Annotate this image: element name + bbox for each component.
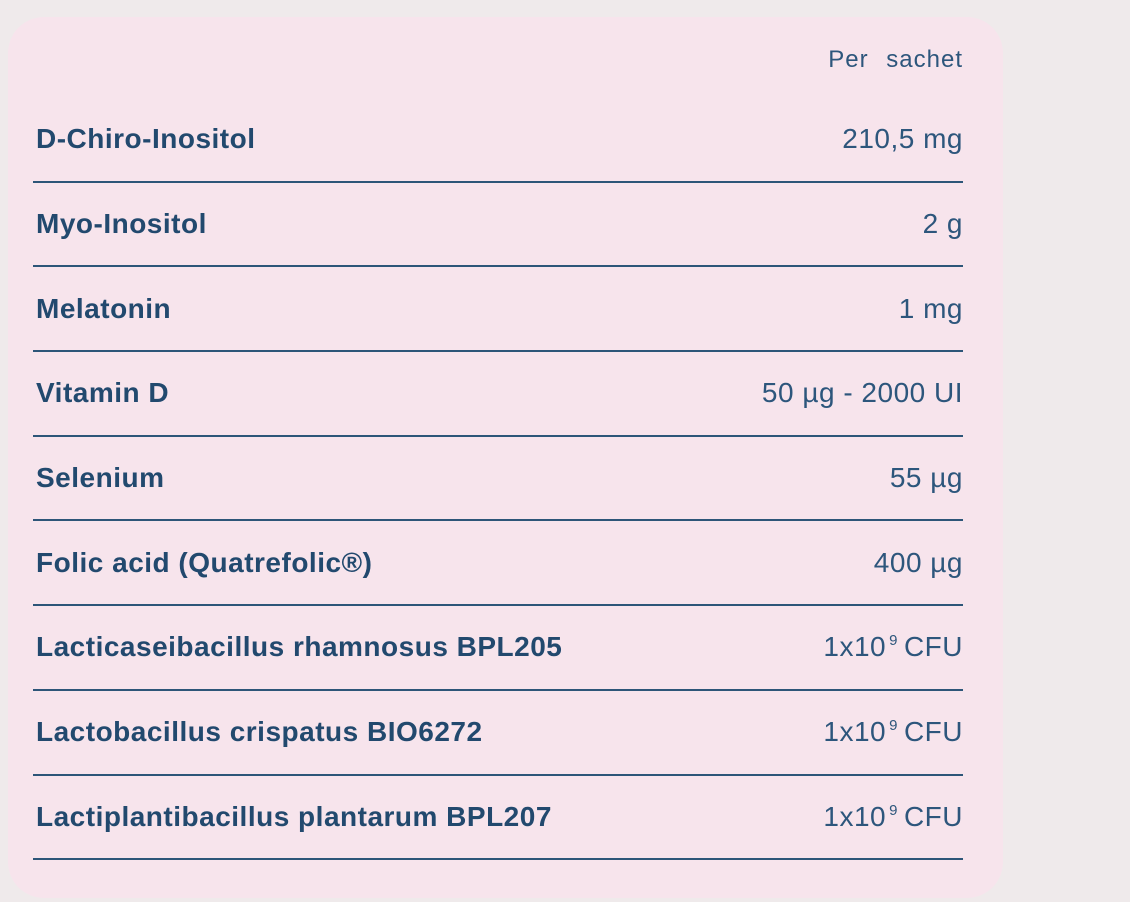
ingredient-name: Lactiplantibacillus plantarum BPL207	[36, 800, 552, 832]
ingredient-amount: 210,5 mg	[842, 123, 963, 155]
ingredient-amount: 2 g	[922, 208, 963, 240]
ingredient-name: Myo-Inositol	[36, 208, 207, 240]
ingredient-amount: 1x10 9 CFU	[823, 716, 963, 748]
supplement-facts-card: Per sachet D-Chiro-Inositol 210,5 mg Myo…	[8, 17, 1003, 898]
ingredient-name: Folic acid (Quatrefolic®)	[36, 546, 373, 578]
ingredient-name: Vitamin D	[36, 377, 170, 409]
ingredient-name: D-Chiro-Inositol	[36, 123, 256, 155]
table-row: Folic acid (Quatrefolic®) 400 µg	[33, 521, 963, 607]
ingredient-amount: 1 mg	[898, 292, 963, 324]
table-row: Melatonin 1 mg	[33, 267, 963, 353]
ingredient-amount: 400 µg	[873, 546, 963, 578]
table-row: Myo-Inositol 2 g	[33, 183, 963, 268]
exponent: 9	[889, 717, 898, 735]
ingredient-name: Lactobacillus crispatus BIO6272	[36, 716, 483, 748]
table-row: Lactiplantibacillus plantarum BPL207 1x1…	[33, 776, 963, 861]
ingredient-name: Melatonin	[36, 292, 172, 324]
ingredient-table: D-Chiro-Inositol 210,5 mg Myo-Inositol 2…	[33, 98, 963, 861]
ingredient-name: Selenium	[36, 462, 165, 494]
ingredient-amount: 50 µg - 2000 UI	[761, 377, 963, 409]
table-row: Selenium 55 µg	[33, 437, 963, 522]
table-row: D-Chiro-Inositol 210,5 mg	[33, 98, 963, 183]
table-row: Lacticaseibacillus rhamnosus BPL205 1x10…	[33, 606, 963, 691]
ingredient-amount: 55 µg	[889, 462, 963, 494]
exponent: 9	[889, 632, 898, 650]
table-row: Lactobacillus crispatus BIO6272 1x10 9 CFU	[33, 691, 963, 776]
ingredient-amount: 1x10 9 CFU	[823, 800, 963, 832]
exponent: 9	[889, 801, 898, 819]
table-row: Vitamin D 50 µg - 2000 UI	[33, 352, 963, 437]
ingredient-amount: 1x10 9 CFU	[823, 631, 963, 663]
per-sachet-header: Per sachet	[828, 46, 963, 73]
ingredient-name: Lacticaseibacillus rhamnosus BPL205	[36, 631, 563, 663]
